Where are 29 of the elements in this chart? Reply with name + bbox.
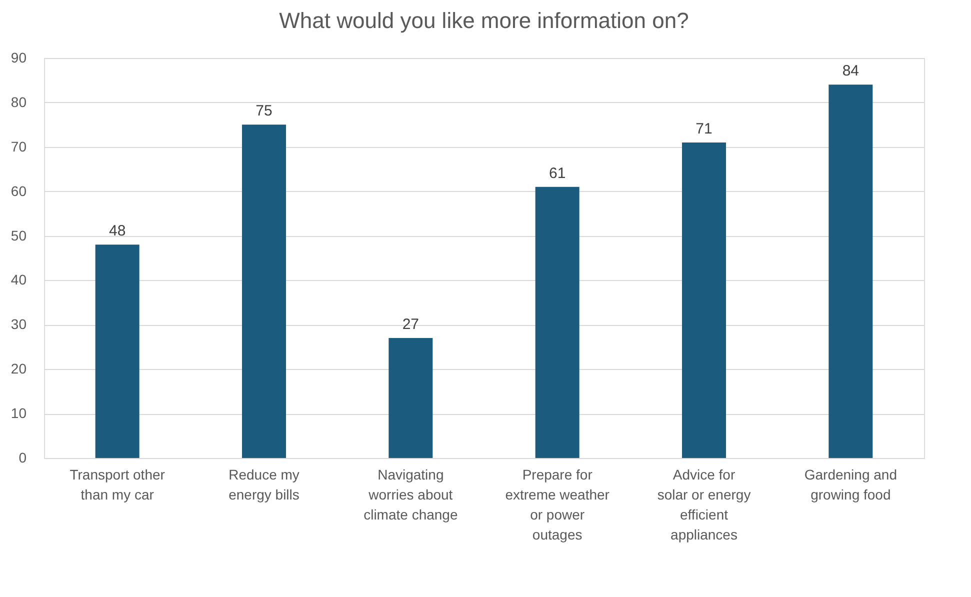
data-label: 61 xyxy=(548,164,566,182)
y-tick-label: 60 xyxy=(10,182,27,199)
y-tick-label: 10 xyxy=(10,405,27,422)
data-label: 27 xyxy=(402,316,420,333)
data-label: 71 xyxy=(696,120,712,138)
chart-title: What would you like more information on? xyxy=(279,8,689,33)
y-tick-label: 70 xyxy=(10,138,27,154)
x-tick-label: Advice for solar or energy efficient appliances xyxy=(657,466,751,542)
data-label: 48 xyxy=(108,222,126,240)
bar xyxy=(95,244,140,458)
y-tick-label: 80 xyxy=(10,94,27,110)
x-tick-label: Gardening and growing food xyxy=(804,466,897,502)
x-tick-label: Transport other than my car xyxy=(70,466,166,502)
y-tick-label: 90 xyxy=(10,50,27,66)
y-tick-label: 50 xyxy=(10,227,27,244)
y-tick-label: 0 xyxy=(18,450,27,466)
x-tick-label: Reduce my energy bills xyxy=(228,466,300,502)
y-tick-label: 20 xyxy=(10,360,27,377)
bar xyxy=(388,338,433,458)
y-tick-label: 30 xyxy=(10,316,27,332)
y-tick-label: 40 xyxy=(10,272,27,288)
bar xyxy=(828,84,873,458)
bar xyxy=(682,142,726,458)
bar xyxy=(242,124,286,458)
x-tick-label: Prepare for extreme weather or power outages xyxy=(505,466,610,542)
data-label: 75 xyxy=(256,102,272,120)
data-label: 84 xyxy=(842,62,860,80)
x-tick-label: Navigating worries about climate change xyxy=(364,466,458,522)
bar xyxy=(535,186,580,458)
